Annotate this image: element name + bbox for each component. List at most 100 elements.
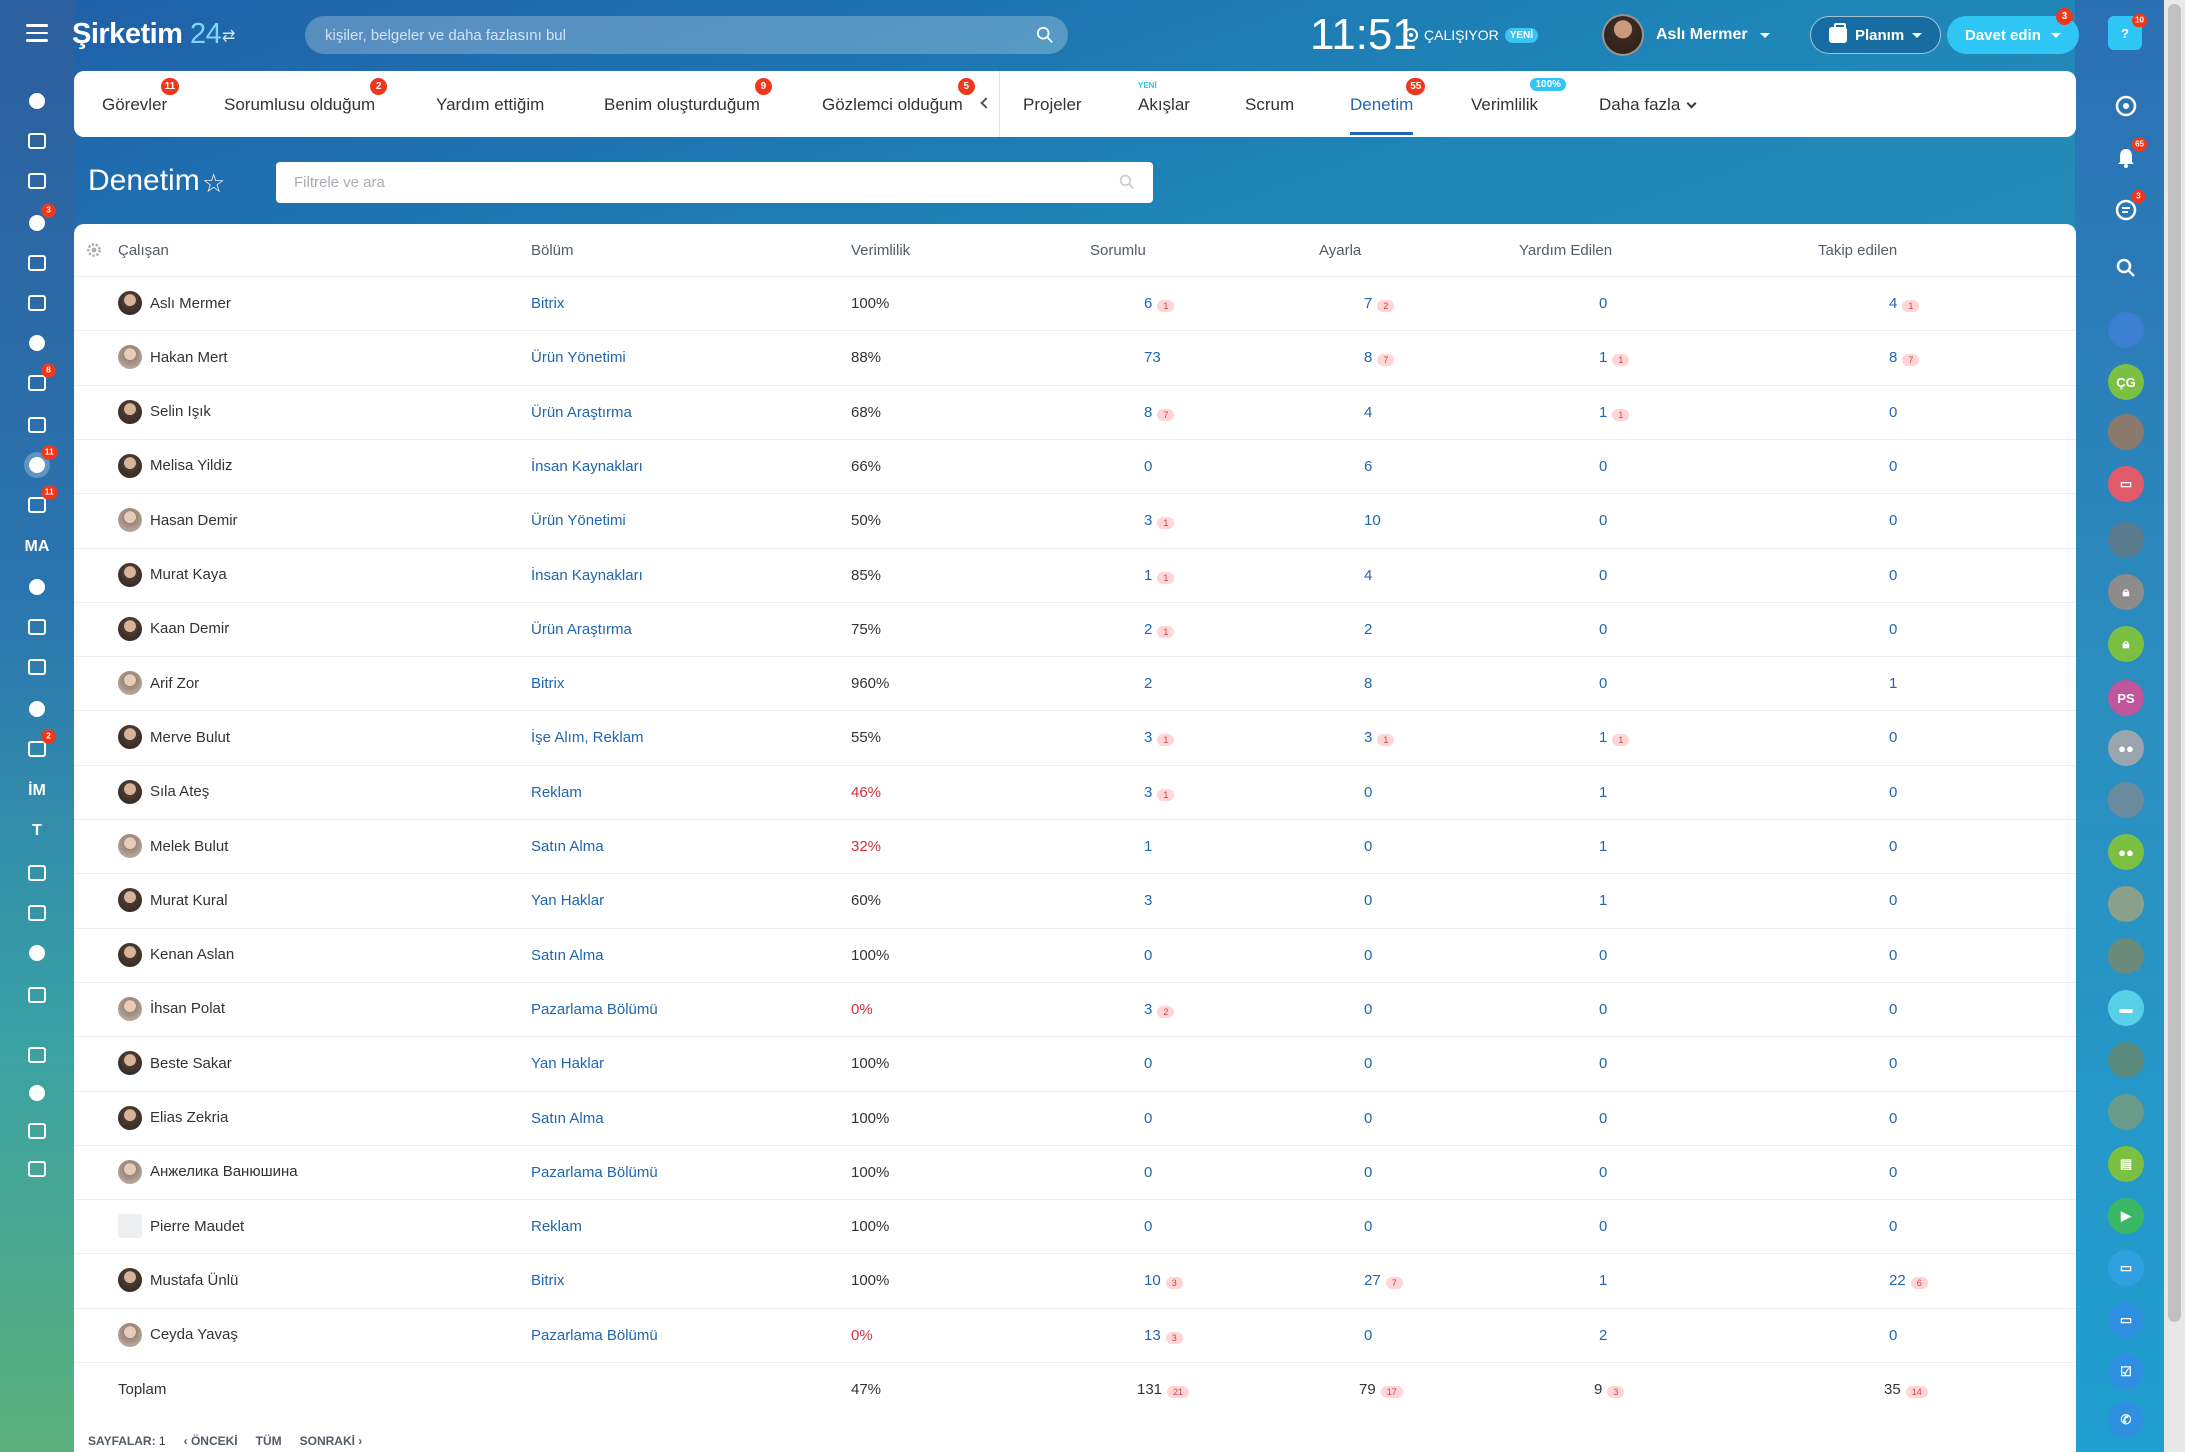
set-count-value[interactable]: 7 [1364,295,1373,312]
followed-count-value[interactable]: 0 [1889,892,1898,910]
avatar[interactable] [1602,14,1644,56]
set-count[interactable]: 2 [1364,621,1372,638]
tab-projects[interactable]: Projeler [1023,95,1082,114]
set-count[interactable]: 4 [1364,404,1372,421]
responsible-count[interactable]: 0 [1144,1055,1152,1072]
followed-count-value[interactable]: 0 [1889,457,1898,475]
assisted-count-value[interactable]: 1 [1599,838,1608,855]
followed-count-value[interactable]: 0 [1889,512,1898,530]
lock-icon[interactable]: 🔒︎ [2108,626,2144,662]
followed-count[interactable]: 1 [1889,675,1897,692]
responsible-count-value[interactable]: 13 [1144,1326,1161,1344]
department-link[interactable]: İnsan Kaynakları [531,566,643,584]
filter-search-input[interactable] [276,162,1153,203]
followed-count[interactable]: 0 [1889,621,1897,638]
followed-count[interactable]: 0 [1889,947,1897,964]
employee-cell[interactable]: Kaan Demir [118,616,229,641]
department-link[interactable]: Ürün Araştırma [531,620,632,638]
user-avatar[interactable] [2108,782,2144,818]
employee-name[interactable]: Hakan Mert [150,348,228,366]
set-count-value[interactable]: 27 [1364,1272,1381,1290]
followed-count[interactable]: 0 [1889,1001,1897,1018]
box-icon[interactable] [24,696,50,722]
assisted-count-value[interactable]: 0 [1599,1163,1608,1181]
followed-count-value[interactable]: 0 [1889,1109,1898,1127]
department-link[interactable]: Bitrix [531,295,565,312]
assisted-count-value[interactable]: 0 [1599,1109,1608,1127]
col-header-department[interactable]: Bölüm [531,242,574,259]
department-link[interactable]: Reklam [531,1218,582,1236]
department-link[interactable]: Ürün Araştırma [531,403,632,421]
followed-count-value[interactable]: 22 [1889,1272,1906,1290]
col-header-efficiency[interactable]: Verimlilik [851,242,911,259]
followed-count-value[interactable]: 0 [1889,403,1898,421]
tab-efficiency[interactable]: Verimlilik 100% [1471,78,1567,115]
contact-card-icon[interactable]: ▭ [2108,1250,2144,1286]
responsible-count-value[interactable]: 3 [1144,1000,1153,1018]
set-count[interactable]: 27 7 [1364,1272,1403,1290]
chart-icon[interactable] [24,940,50,966]
assisted-count[interactable]: 0 [1599,567,1607,584]
employee-cell[interactable]: Melisa Yildiz [118,453,233,478]
user-avatar-ps[interactable]: PS [2108,680,2144,716]
set-count[interactable]: 10 [1364,512,1381,529]
followed-count-value[interactable]: 0 [1889,620,1898,638]
assisted-count[interactable]: 0 [1599,675,1607,692]
star-icon[interactable]: ☆ [202,168,226,198]
phone-icon[interactable]: ✆ [2108,1402,2144,1438]
set-count[interactable]: 0 [1364,1055,1372,1072]
department-link[interactable]: Satın Alma [531,1109,604,1127]
mail-icon[interactable]: 8 [24,363,56,396]
tab-created-by-me[interactable]: Benim oluşturduğum 9 [604,78,772,115]
employee-cell[interactable]: Murat Kaya [118,562,227,587]
assisted-count[interactable]: 0 [1599,1001,1607,1018]
responsible-count-value[interactable]: 3 [1144,783,1153,801]
user-avatar[interactable] [2108,1094,2144,1130]
assisted-count[interactable]: 1 [1599,1272,1607,1289]
prev-page-button[interactable]: ‹ ÖNCEKİ [183,1434,238,1448]
employee-cell[interactable]: İhsan Polat [118,996,225,1021]
followed-count-value[interactable]: 1 [1889,675,1898,693]
assisted-count-value[interactable]: 0 [1599,295,1608,312]
employee-cell[interactable]: Hakan Mert [118,345,228,370]
filter-icon[interactable]: 11 [24,485,58,518]
lock-icon[interactable]: 🔒︎ [2108,574,2144,610]
followed-count-value[interactable]: 0 [1889,1326,1898,1344]
assisted-count-value[interactable]: 1 [1599,349,1608,367]
responsible-count[interactable]: 0 [1144,1164,1152,1181]
employee-cell[interactable]: Kenan Aslan [118,942,234,967]
app-logo[interactable]: Şirketim 24 [72,18,222,50]
drive-icon[interactable] [24,330,50,356]
set-count-value[interactable]: 0 [1364,1218,1373,1236]
help-icon[interactable] [24,1042,50,1068]
tab-scrum[interactable]: Scrum [1245,95,1295,114]
department-link[interactable]: Satın Alma [531,946,604,964]
followed-count[interactable]: 0 [1889,729,1897,746]
assisted-count-value[interactable]: 0 [1599,1000,1608,1018]
responsible-count-value[interactable]: 1 [1144,566,1153,584]
responsible-count-value[interactable]: 1 [1144,838,1153,855]
set-count[interactable]: 0 [1364,1110,1372,1127]
responsible-count-value[interactable]: 3 [1144,729,1153,747]
set-count[interactable]: 0 [1364,1327,1372,1344]
department-link[interactable]: Satın Alma [531,838,604,855]
assisted-count[interactable]: 1 [1599,892,1607,909]
employee-name[interactable]: Selin Işık [150,403,211,421]
tab-tasks[interactable]: Görevler 11 [102,78,180,115]
assisted-count-value[interactable]: 0 [1599,512,1608,530]
employee-cell[interactable]: Sıla Ateş [118,779,209,804]
t-icon[interactable]: T [24,818,50,844]
assisted-count[interactable]: 0 [1599,621,1607,638]
set-count-value[interactable]: 8 [1364,349,1373,367]
responsible-count-value[interactable]: 0 [1144,946,1153,964]
responsible-count[interactable]: 0 [1144,458,1152,475]
set-count[interactable]: 0 [1364,947,1372,964]
responsible-count[interactable]: 0 [1144,1218,1152,1235]
col-header-employee[interactable]: Çalışan [118,242,169,259]
department-link[interactable]: Ürün Yönetimi [531,512,626,530]
responsible-count[interactable]: 0 [1144,1110,1152,1127]
